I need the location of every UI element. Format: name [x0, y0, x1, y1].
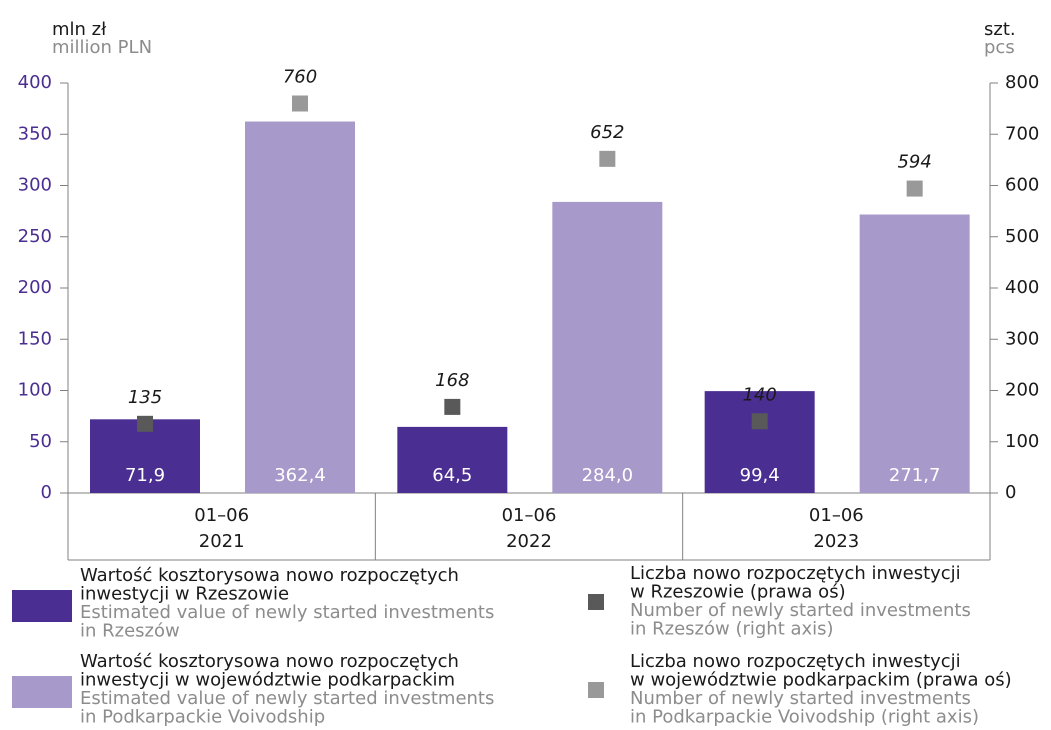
- marker: [444, 398, 461, 415]
- legend-label: Estimated value of newly started investm…: [80, 688, 494, 709]
- marker-value-label: 168: [435, 370, 469, 391]
- bar-value-label: 362,4: [274, 465, 326, 486]
- y2-tick-label: 300: [1005, 328, 1039, 349]
- y-tick-label: 100: [18, 380, 52, 401]
- marker: [906, 180, 923, 197]
- legend-label: w Rzeszowie (prawa oś): [630, 582, 846, 603]
- legend-label: Number of newly started investments: [630, 688, 971, 709]
- marker: [292, 95, 308, 112]
- marker: [751, 413, 768, 430]
- bar-value-label: 99,4: [740, 465, 780, 486]
- bar: [397, 426, 508, 493]
- y-axis-title: mln zł: [52, 19, 107, 40]
- legend-label: inwestycji w województwie podkarpackim: [80, 670, 455, 691]
- y2-axis-title: szt.: [984, 19, 1016, 40]
- legend-swatch: [588, 594, 604, 610]
- legend-swatch: [12, 590, 72, 622]
- y-tick-label: 300: [18, 175, 52, 196]
- legend-label: Estimated value of newly started investm…: [80, 602, 494, 623]
- y2-tick-label: 500: [1005, 226, 1039, 247]
- y2-tick-label: 100: [1005, 431, 1039, 452]
- legend-label: Liczba nowo rozpoczętych inwestycji: [630, 563, 961, 584]
- marker-value-label: 652: [590, 122, 624, 143]
- y-tick-label: 150: [18, 328, 52, 349]
- bar-value-label: 284,0: [582, 465, 634, 486]
- y2-tick-label: 200: [1005, 380, 1039, 401]
- x-tick-label: 01–06: [809, 505, 864, 526]
- x-tick-label: 01–06: [194, 505, 249, 526]
- x-tick-label: 01–06: [502, 505, 557, 526]
- legend-label: in Podkarpackie Voivodship: [80, 707, 325, 728]
- legend-label: Wartość kosztorysowa nowo rozpoczętych: [80, 565, 459, 586]
- x-tick-label: 2021: [199, 531, 245, 552]
- marker-value-label: 594: [897, 152, 931, 173]
- legend-label: in Rzeszów: [80, 621, 180, 642]
- y-tick-label: 350: [18, 123, 52, 144]
- y2-tick-label: 600: [1005, 175, 1039, 196]
- bar-value-label: 64,5: [432, 465, 472, 486]
- marker: [137, 415, 153, 432]
- bar-value-label: 71,9: [125, 465, 165, 486]
- legend-label: w województwie podkarpackim (prawa oś): [630, 670, 1012, 691]
- bar-value-label: 271,7: [889, 465, 941, 486]
- y-tick-label: 400: [18, 72, 52, 93]
- x-tick-label: 2022: [506, 531, 552, 552]
- y-tick-label: 200: [18, 277, 52, 298]
- y-tick-label: 250: [18, 226, 52, 247]
- legend-label: in Podkarpackie Voivodship (right axis): [630, 707, 979, 728]
- legend-label: in Rzeszów (right axis): [630, 619, 834, 640]
- bar: [704, 391, 815, 493]
- y2-tick-label: 800: [1005, 72, 1039, 93]
- y2-tick-label: 0: [1005, 482, 1016, 503]
- marker: [599, 150, 616, 167]
- y-tick-label: 0: [41, 482, 52, 503]
- bar: [245, 121, 355, 493]
- legend-label: Liczba nowo rozpoczętych inwestycji: [630, 651, 961, 672]
- bar: [859, 214, 970, 493]
- y2-axis-title-en: pcs: [984, 37, 1015, 58]
- bar: [552, 201, 663, 493]
- legend-label: inwestycji w Rzeszowie: [80, 584, 289, 605]
- y-tick-label: 50: [29, 431, 52, 452]
- marker-value-label: 760: [283, 67, 317, 88]
- legend-label: Number of newly started investments: [630, 600, 971, 621]
- legend-swatch: [588, 682, 604, 698]
- y-axis-title-en: million PLN: [52, 37, 152, 58]
- marker-value-label: 135: [128, 387, 162, 408]
- y2-tick-label: 400: [1005, 277, 1039, 298]
- x-tick-label: 2023: [813, 531, 859, 552]
- legend-label: Wartość kosztorysowa nowo rozpoczętych: [80, 651, 459, 672]
- marker-value-label: 140: [742, 384, 776, 405]
- y2-tick-label: 700: [1005, 123, 1039, 144]
- legend-swatch: [12, 676, 72, 708]
